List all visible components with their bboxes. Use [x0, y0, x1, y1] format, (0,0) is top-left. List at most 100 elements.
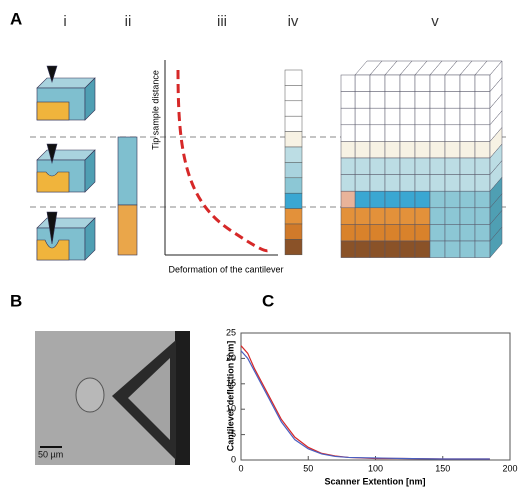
cell [429, 141, 446, 159]
cell [384, 174, 401, 192]
panel-label: A [10, 9, 22, 28]
cell [384, 190, 401, 209]
cell [444, 74, 461, 92]
cell [429, 207, 446, 225]
cell [369, 141, 386, 159]
cell [399, 224, 416, 242]
cell [354, 74, 371, 92]
cell [284, 115, 303, 132]
cell [474, 240, 491, 258]
cell [399, 240, 416, 258]
series-line [240, 350, 490, 460]
cell [414, 240, 431, 258]
cell [429, 107, 446, 126]
cell [429, 91, 446, 109]
cell [444, 240, 461, 258]
cell [414, 107, 431, 126]
cell [459, 91, 476, 109]
cell [459, 224, 476, 242]
column-label: iv [288, 13, 299, 30]
cell [444, 207, 461, 225]
cell [414, 224, 431, 242]
cell [340, 240, 356, 258]
cell [369, 207, 386, 225]
cell [354, 224, 371, 242]
grid-v [340, 60, 503, 259]
cell [384, 224, 401, 242]
cell [284, 239, 303, 256]
cell [444, 91, 461, 109]
cell [340, 107, 356, 126]
cell [429, 190, 446, 209]
column-label: i [63, 13, 66, 30]
cell [414, 124, 431, 142]
cell [384, 91, 401, 109]
cell [384, 141, 401, 159]
cell [459, 190, 476, 209]
cell [399, 157, 416, 175]
column-iv [284, 69, 303, 256]
cell [444, 107, 461, 126]
column-ii [117, 136, 138, 256]
cell [414, 207, 431, 225]
cell [369, 224, 386, 242]
cell [369, 91, 386, 109]
cell [369, 124, 386, 142]
cell [459, 141, 476, 159]
y-tick-label: 25 [226, 327, 236, 337]
cell [340, 190, 356, 209]
cell [444, 190, 461, 209]
cell [459, 174, 476, 192]
cell [340, 174, 356, 192]
x-tick-label: 100 [368, 463, 383, 473]
cell [384, 157, 401, 175]
panel-label: B [10, 291, 22, 310]
cell [474, 174, 491, 192]
cell [369, 157, 386, 175]
x-tick-label: 150 [435, 463, 450, 473]
cell [399, 141, 416, 159]
cell [429, 174, 446, 192]
cell [384, 207, 401, 225]
cell [399, 107, 416, 126]
cell [444, 157, 461, 175]
cell [399, 91, 416, 109]
microscope-image: 50 µm [35, 331, 190, 465]
cell [474, 141, 491, 159]
cell [384, 107, 401, 126]
y-tick-label: 0 [231, 454, 236, 464]
cell [474, 224, 491, 242]
column-label: v [431, 13, 439, 30]
cell [354, 157, 371, 175]
cell [340, 74, 356, 92]
column-label: iii [217, 13, 227, 30]
y-tick-label: 10 [226, 404, 236, 414]
cell [354, 124, 371, 142]
cell [340, 124, 356, 142]
cell [459, 157, 476, 175]
y-tick-label: 15 [226, 378, 236, 388]
column-label: ii [125, 13, 132, 30]
cell [474, 107, 491, 126]
cell [284, 223, 303, 240]
y-tick-label: 20 [226, 353, 236, 363]
cell [384, 124, 401, 142]
cell [459, 124, 476, 142]
cell [414, 141, 431, 159]
cell [284, 100, 303, 117]
scale-bar-label: 50 µm [38, 449, 63, 459]
cell [474, 207, 491, 225]
cell [474, 74, 491, 92]
cell [384, 240, 401, 258]
cell [399, 124, 416, 142]
cell [429, 74, 446, 92]
cell [284, 208, 303, 225]
cell [369, 240, 386, 258]
cell [444, 124, 461, 142]
cell [444, 224, 461, 242]
cell [369, 74, 386, 92]
cell [340, 141, 356, 159]
cell [284, 85, 303, 102]
cell [444, 141, 461, 159]
